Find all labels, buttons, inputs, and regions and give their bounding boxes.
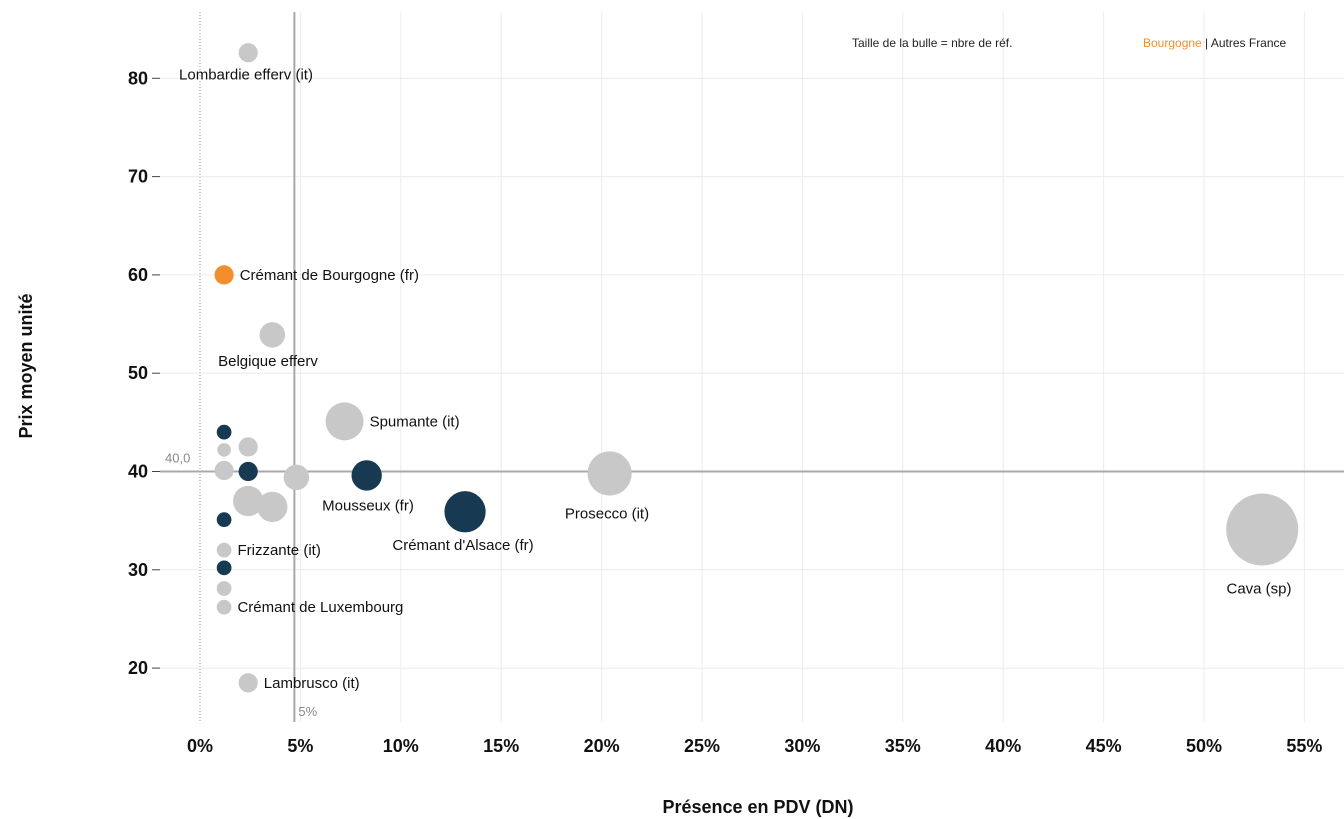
bubble-other	[587, 451, 632, 496]
bubbles	[214, 43, 1299, 693]
legend-item: Autres France	[1211, 36, 1287, 50]
x-tick-label: 30%	[784, 736, 820, 756]
bubble-other	[238, 437, 258, 457]
x-tick-label: 10%	[383, 736, 419, 756]
point-label: Lombardie efferv (it)	[179, 67, 313, 84]
bubble-france	[351, 460, 382, 491]
bubble-bourgogne	[214, 265, 234, 285]
reference-label-horizontal: 40,0	[165, 451, 190, 466]
legend-item: Bourgogne	[1143, 36, 1202, 50]
y-tick-label: 60	[128, 265, 148, 285]
legend-size-note: Taille de la bulle = nbre de réf.	[852, 36, 1012, 50]
y-tick-label: 70	[128, 167, 148, 187]
x-tick-label: 15%	[483, 736, 519, 756]
legend-groups: Bourgogne | Autres France	[1143, 36, 1287, 50]
x-tick-label: 0%	[187, 736, 213, 756]
point-label: Frizzante (it)	[237, 542, 320, 559]
bubble-other	[238, 43, 258, 63]
axes: 0% 5% 10% 15% 20% 25% 30% 35% 40% 45% 50% 55% 20 30 40…	[128, 68, 1322, 756]
x-tick-label: 50%	[1186, 736, 1222, 756]
bubble-other	[1226, 493, 1299, 566]
y-tick-label: 40	[128, 462, 148, 482]
point-label: Crémant de Luxembourg	[237, 599, 403, 616]
x-tick-label: 40%	[985, 736, 1021, 756]
x-tick-label: 35%	[885, 736, 921, 756]
bubble-other	[325, 402, 364, 441]
point-label: Prosecco (it)	[565, 505, 649, 522]
bubble-other	[257, 491, 288, 523]
x-tick-label: 45%	[1086, 736, 1122, 756]
bubble-other	[233, 485, 264, 517]
bubble-france	[216, 512, 232, 528]
bubble-other	[259, 322, 286, 348]
bubble-other	[217, 443, 231, 457]
point-labels: Lombardie efferv (it) Crémant de Bourgogn…	[179, 67, 1291, 692]
bubble-other	[216, 599, 232, 615]
x-axis-title: Présence en PDV (DN)	[662, 797, 853, 817]
bubble-other	[214, 460, 234, 481]
bubble-france	[216, 560, 232, 576]
bubble-other	[238, 673, 258, 693]
point-label: Belgique efferv	[218, 353, 318, 370]
point-label: Lambrusco (it)	[264, 675, 360, 692]
bubble-france	[444, 491, 486, 533]
bubble-france	[238, 461, 258, 482]
point-label: Crémant de Bourgogne (fr)	[240, 267, 419, 284]
x-tick-label: 5%	[287, 736, 313, 756]
y-axis-title: Prix moyen unité	[16, 293, 36, 438]
bubble-other	[216, 581, 232, 596]
bubble-other	[283, 464, 310, 491]
legend: Taille de la bulle = nbre de réf. Bourgo…	[852, 36, 1287, 50]
y-tick-label: 50	[128, 363, 148, 383]
x-tick-label: 20%	[584, 736, 620, 756]
point-label: Spumante (it)	[370, 413, 460, 430]
point-label: Mousseux (fr)	[322, 497, 414, 514]
y-tick-label: 20	[128, 658, 148, 678]
point-label: Cava (sp)	[1226, 580, 1291, 597]
y-tick-label: 30	[128, 560, 148, 580]
y-tick-label: 80	[128, 68, 148, 88]
legend-separator: |	[1202, 36, 1211, 50]
reference-label-vertical: 5%	[298, 704, 317, 719]
point-label: Crémant d'Alsace (fr)	[392, 537, 533, 554]
bubble-other	[216, 542, 232, 558]
x-tick-label: 55%	[1286, 736, 1322, 756]
x-tick-label: 25%	[684, 736, 720, 756]
bubble-france	[216, 424, 232, 440]
